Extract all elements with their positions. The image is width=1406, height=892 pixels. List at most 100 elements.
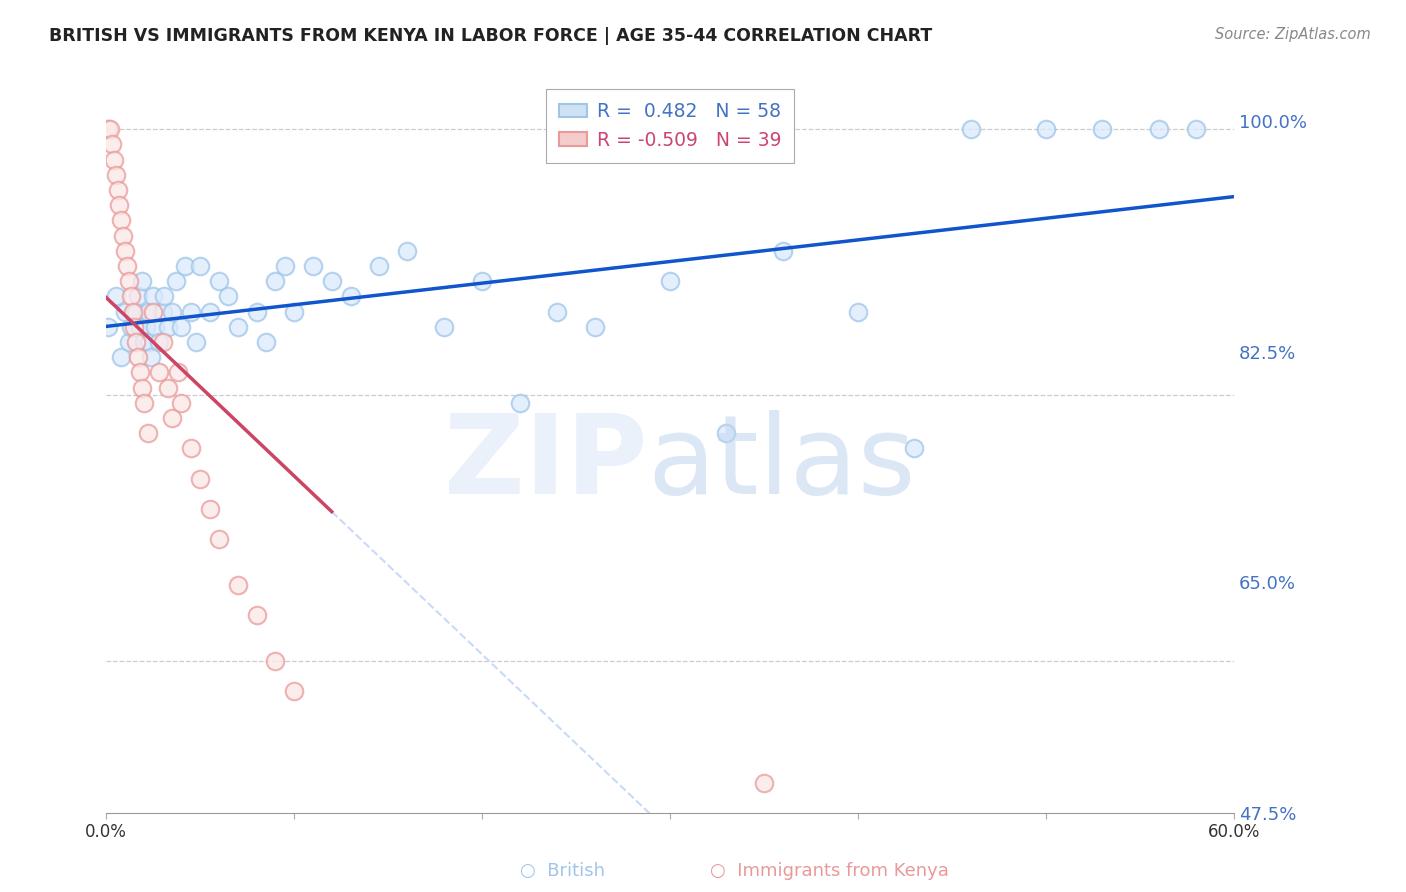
Point xyxy=(186,334,208,349)
Point xyxy=(110,213,132,227)
Point xyxy=(217,289,239,303)
Point xyxy=(264,654,287,668)
Point xyxy=(114,244,136,258)
Point xyxy=(125,334,148,349)
Point xyxy=(188,472,211,486)
Point xyxy=(659,274,682,288)
Point xyxy=(471,274,494,288)
Point xyxy=(104,289,127,303)
Point xyxy=(157,380,180,394)
Point xyxy=(716,426,738,441)
Point xyxy=(165,274,187,288)
Point xyxy=(198,502,221,516)
Point xyxy=(148,365,170,379)
Point xyxy=(135,319,157,334)
Point xyxy=(546,304,568,318)
Point xyxy=(115,259,138,273)
Point xyxy=(174,259,197,273)
Point xyxy=(1035,122,1057,136)
Point xyxy=(846,304,869,318)
Point xyxy=(124,304,146,318)
Point xyxy=(160,304,183,318)
Point xyxy=(302,259,325,273)
Point xyxy=(959,122,981,136)
Text: Source: ZipAtlas.com: Source: ZipAtlas.com xyxy=(1215,27,1371,42)
Point xyxy=(121,304,143,318)
Point xyxy=(103,153,125,167)
Point xyxy=(198,304,221,318)
Point xyxy=(264,274,287,288)
Point xyxy=(583,319,606,334)
Point xyxy=(226,578,249,592)
Point xyxy=(142,304,165,318)
Point xyxy=(153,289,176,303)
Point xyxy=(101,137,124,152)
Point xyxy=(114,304,136,318)
Point xyxy=(245,608,267,623)
Point xyxy=(283,684,305,698)
Point xyxy=(118,274,141,288)
Point xyxy=(97,122,120,136)
Text: ○  Immigrants from Kenya: ○ Immigrants from Kenya xyxy=(710,862,949,880)
Text: BRITISH VS IMMIGRANTS FROM KENYA IN LABOR FORCE | AGE 35-44 CORRELATION CHART: BRITISH VS IMMIGRANTS FROM KENYA IN LABO… xyxy=(49,27,932,45)
Point xyxy=(433,319,456,334)
Point xyxy=(903,442,925,456)
Point xyxy=(136,304,159,318)
Point xyxy=(367,259,389,273)
Point xyxy=(170,319,193,334)
Point xyxy=(208,533,231,547)
Point xyxy=(136,426,159,441)
Text: ZIP: ZIP xyxy=(444,409,647,516)
Point xyxy=(208,274,231,288)
Point xyxy=(395,244,418,258)
Text: atlas: atlas xyxy=(647,409,915,516)
Point xyxy=(112,228,135,243)
Point xyxy=(170,395,193,409)
Point xyxy=(129,365,152,379)
Point xyxy=(129,319,152,334)
Point xyxy=(127,350,149,364)
Point xyxy=(772,244,794,258)
Text: ○  British: ○ British xyxy=(520,862,605,880)
Point xyxy=(160,411,183,425)
Point xyxy=(339,289,361,303)
Point xyxy=(125,304,148,318)
Point xyxy=(104,168,127,182)
Point xyxy=(110,350,132,364)
Point xyxy=(138,334,160,349)
Point xyxy=(132,395,155,409)
Point xyxy=(131,274,153,288)
Point xyxy=(1091,122,1114,136)
Point xyxy=(152,304,174,318)
Point xyxy=(108,198,131,212)
Point xyxy=(254,334,277,349)
Point xyxy=(157,319,180,334)
Legend: R =  0.482   N = 58, R = -0.509   N = 39: R = 0.482 N = 58, R = -0.509 N = 39 xyxy=(546,89,794,162)
Point xyxy=(166,365,188,379)
Point xyxy=(132,334,155,349)
Point xyxy=(148,334,170,349)
Point xyxy=(124,319,146,334)
Point xyxy=(143,319,166,334)
Point xyxy=(97,319,120,334)
Point xyxy=(1185,122,1208,136)
Point xyxy=(226,319,249,334)
Point xyxy=(131,380,153,394)
Point xyxy=(118,334,141,349)
Point xyxy=(188,259,211,273)
Point xyxy=(120,319,142,334)
Point xyxy=(1147,122,1170,136)
Point xyxy=(127,289,149,303)
Point xyxy=(120,289,142,303)
Point xyxy=(98,122,121,136)
Point xyxy=(152,334,174,349)
Point xyxy=(752,775,775,789)
Point xyxy=(180,304,202,318)
Point xyxy=(274,259,297,273)
Point xyxy=(509,395,531,409)
Point xyxy=(321,274,343,288)
Point xyxy=(245,304,267,318)
Point xyxy=(142,289,165,303)
Point xyxy=(141,350,163,364)
Point xyxy=(180,442,202,456)
